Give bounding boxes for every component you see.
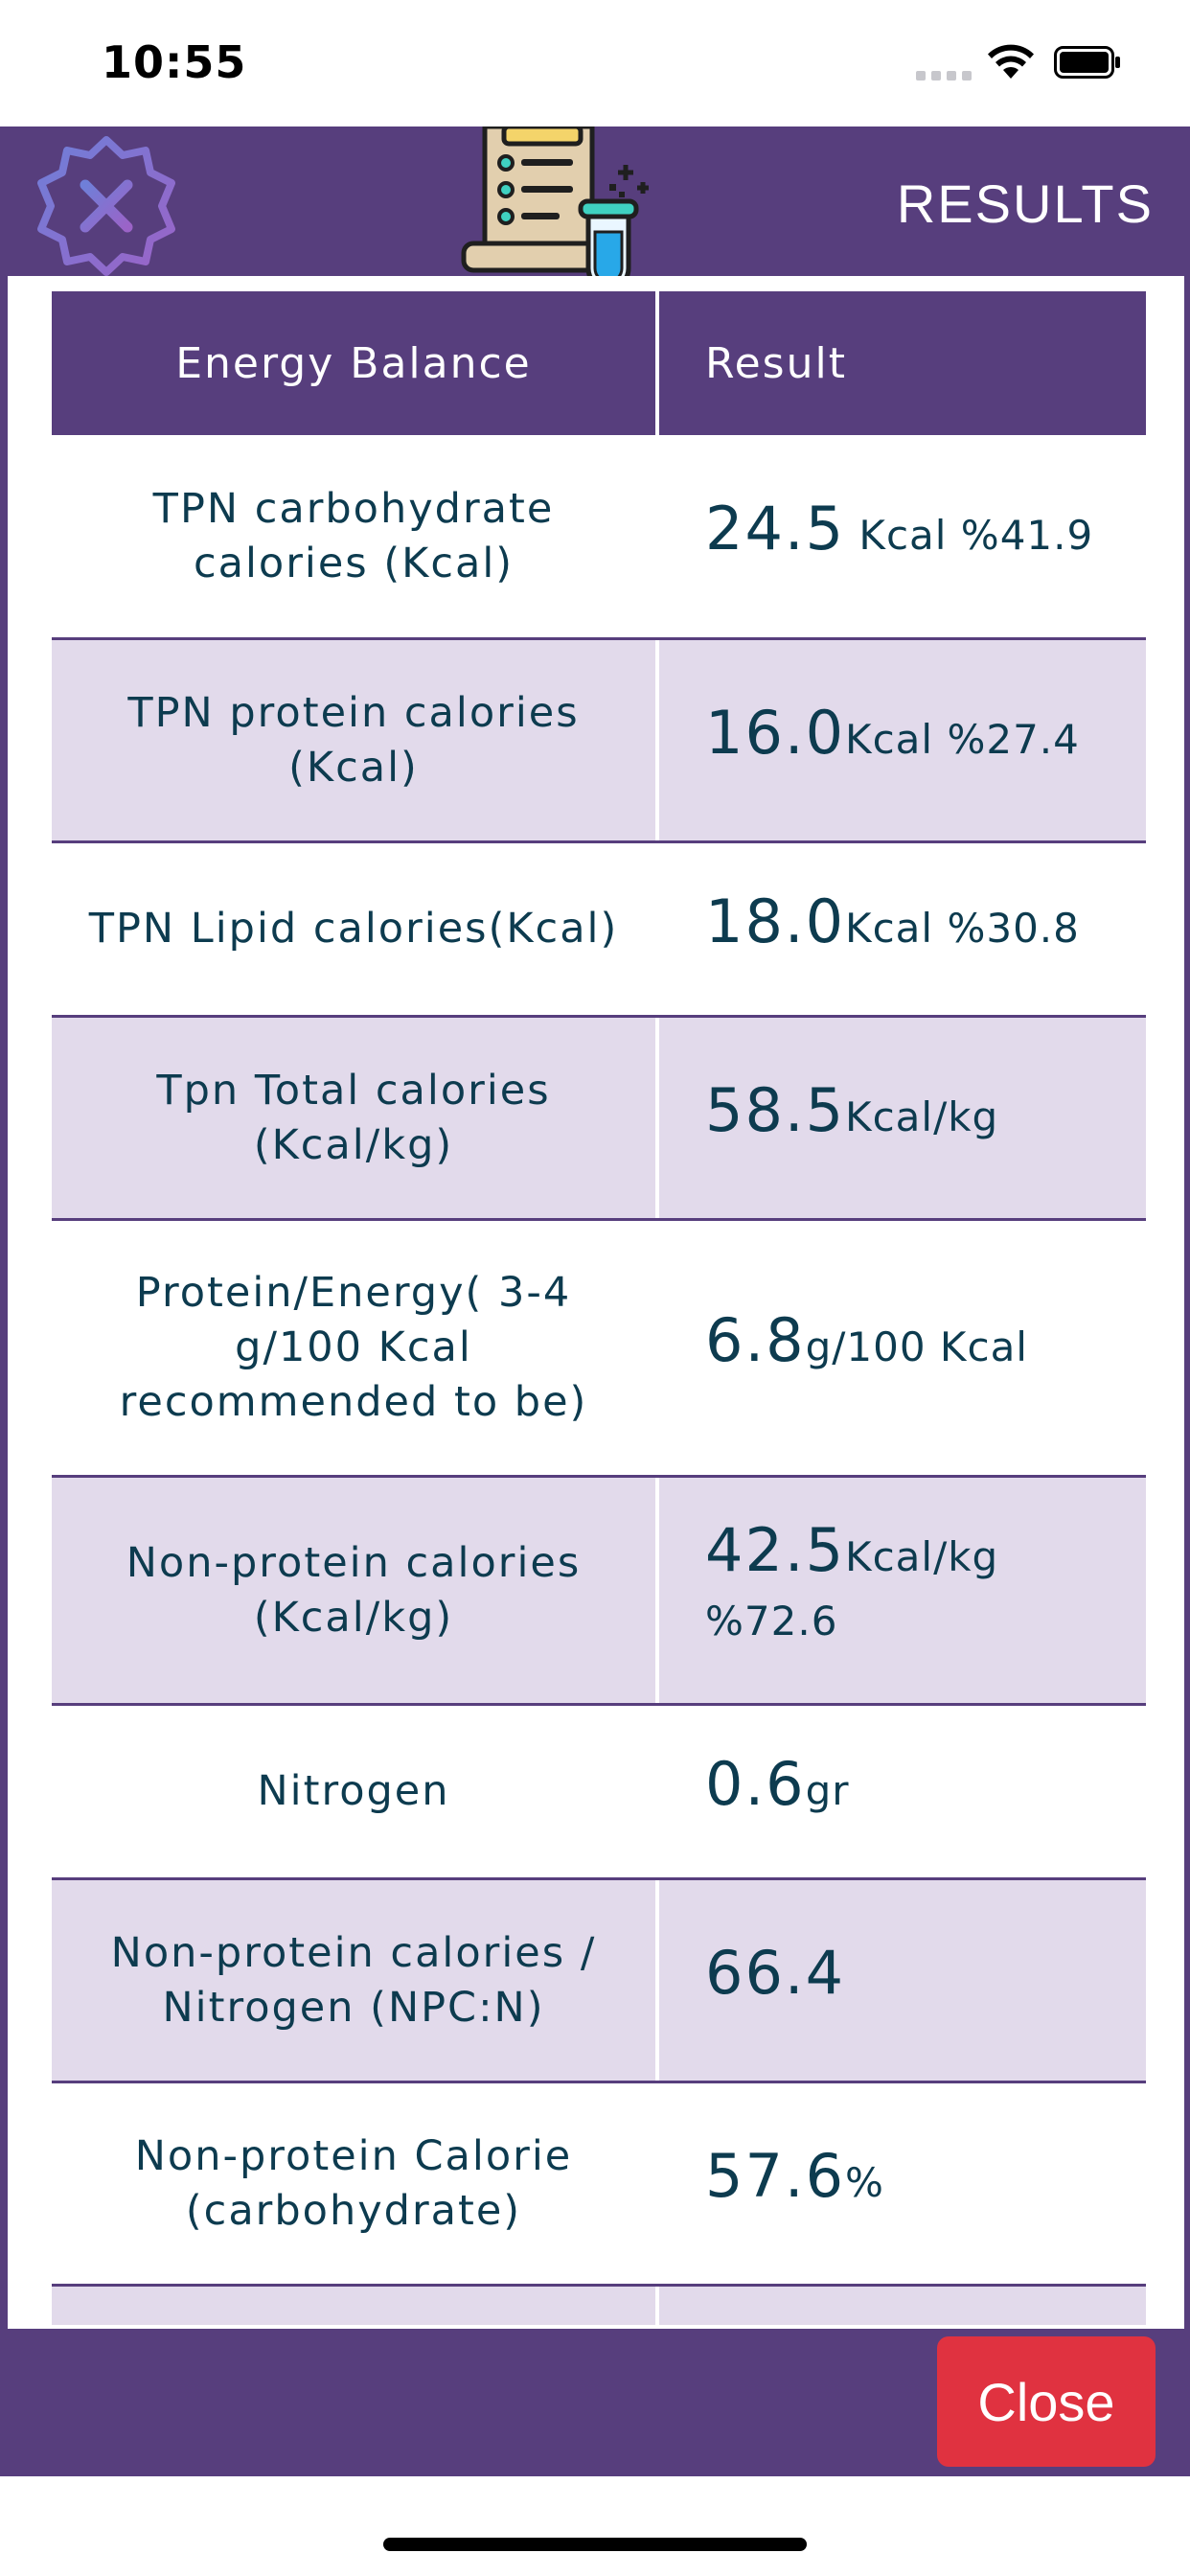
close-badge-icon[interactable] [34, 134, 178, 278]
result-unit: Kcal/kg %72.6 [705, 1533, 999, 1644]
table-row: Non-protein calories / Nitrogen (NPC:N) … [52, 1880, 1146, 2083]
table-row: TPN carbohydrate calories (Kcal) 24.5 Kc… [52, 435, 1146, 640]
result-value: 66.4 [705, 1937, 846, 2008]
column-header-result: Result [705, 338, 847, 388]
row-label: Non-protein calories (Kcal/kg) [52, 1478, 659, 1703]
row-label: TPN Lipid calories(Kcal) [52, 843, 659, 1015]
home-indicator[interactable] [383, 2538, 807, 2551]
row-result: 16.0Kcal %27.4 [659, 640, 1146, 840]
table-row: Non-protein Calorie (carbohydrate) 57.6% [52, 2083, 1146, 2287]
table-row: Tpn Total calories (Kcal/kg) 58.5Kcal/kg [52, 1018, 1146, 1221]
result-value: 57.6 [705, 2140, 846, 2211]
row-label-partial [52, 2287, 659, 2325]
row-label: TPN carbohydrate calories (Kcal) [52, 435, 659, 637]
result-value: 24.5 [705, 493, 846, 564]
row-label: Tpn Total calories (Kcal/kg) [52, 1018, 659, 1218]
row-result-partial [659, 2287, 1146, 2325]
close-button[interactable]: Close [937, 2336, 1156, 2467]
result-unit: Kcal %27.4 [845, 715, 1080, 763]
status-time: 10:55 [102, 36, 247, 88]
status-bar: 10:55 [0, 0, 1190, 126]
result-unit: gr [805, 1766, 850, 1814]
row-result: 66.4 [659, 1880, 1146, 2081]
table-row: TPN Lipid calories(Kcal) 18.0Kcal %30.8 [52, 843, 1146, 1018]
results-panel: Energy Balance Result TPN carbohydrate c… [0, 276, 1190, 2329]
row-result: 58.5Kcal/kg [659, 1018, 1146, 1218]
row-result: 24.5 Kcal %41.9 [659, 435, 1146, 637]
result-value: 6.8 [705, 1304, 806, 1375]
row-result: 0.6gr [659, 1706, 1146, 1877]
row-label: Non-protein calories / Nitrogen (NPC:N) [52, 1880, 659, 2081]
result-value: 42.5 [705, 1515, 846, 1585]
result-unit: Kcal %41.9 [845, 511, 1094, 559]
wifi-icon [988, 44, 1034, 79]
cellular-signal-icon [916, 69, 972, 80]
result-value: 58.5 [705, 1074, 846, 1145]
row-label: Nitrogen [52, 1706, 659, 1877]
result-unit: Kcal %30.8 [845, 904, 1080, 952]
results-table: Energy Balance Result TPN carbohydrate c… [52, 291, 1146, 2325]
row-label: Protein/Energy( 3-4 g/100 Kcal recommend… [52, 1221, 659, 1475]
page-title: RESULTS [896, 173, 1154, 234]
table-row [52, 2287, 1146, 2325]
result-value: 16.0 [705, 697, 846, 768]
result-value: 0.6 [705, 1748, 806, 1819]
table-row: Protein/Energy( 3-4 g/100 Kcal recommend… [52, 1221, 1146, 1478]
row-result: 18.0Kcal %30.8 [659, 843, 1146, 1015]
table-header-row: Energy Balance Result [52, 291, 1146, 435]
result-unit: Kcal/kg [845, 1092, 999, 1140]
lab-report-illustration-icon [461, 126, 649, 289]
battery-icon [1054, 46, 1120, 79]
row-result: 42.5Kcal/kg %72.6 [659, 1478, 1146, 1703]
row-label: Non-protein Calorie (carbohydrate) [52, 2083, 659, 2284]
table-row: Nitrogen 0.6gr [52, 1706, 1146, 1880]
result-unit: g/100 Kcal [805, 1322, 1028, 1370]
table-row: TPN protein calories (Kcal) 16.0Kcal %27… [52, 640, 1146, 843]
column-header-energy-balance: Energy Balance [52, 291, 659, 435]
table-row: Non-protein calories (Kcal/kg) 42.5Kcal/… [52, 1478, 1146, 1706]
row-result: 57.6% [659, 2083, 1146, 2284]
result-value: 18.0 [705, 886, 846, 956]
row-label: TPN protein calories (Kcal) [52, 640, 659, 840]
result-unit: % [845, 2158, 884, 2206]
results-scroll-area[interactable]: Energy Balance Result TPN carbohydrate c… [8, 276, 1184, 2329]
row-result: 6.8g/100 Kcal [659, 1221, 1146, 1475]
